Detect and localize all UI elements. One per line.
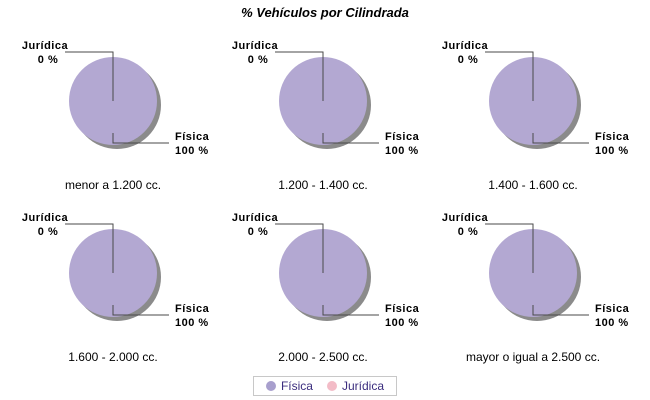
legend-item-juridica: Jurídica bbox=[326, 379, 385, 393]
juridica-label: Jurídica bbox=[442, 40, 489, 52]
juridica-value: 0 % bbox=[248, 226, 268, 238]
pie-cell-menor-1200: Jurídica 0 % Física 100 % menor a 1.200 … bbox=[8, 31, 218, 192]
legend-item-fisica: Física bbox=[265, 379, 313, 393]
pie-cell-mayor-2500: Jurídica 0 % Física 100 % mayor o igual … bbox=[428, 203, 638, 364]
leader-line-fisica bbox=[322, 133, 379, 144]
pie-cell-2000-2500: Jurídica 0 % Física 100 % 2.000 - 2.500 … bbox=[218, 203, 428, 364]
pie-grid: Jurídica 0 % Física 100 % menor a 1.200 … bbox=[0, 31, 650, 364]
leader-line-juridica bbox=[65, 223, 114, 273]
pie-chart: Jurídica 0 % Física 100 % bbox=[232, 212, 420, 329]
fisica-value: 100 % bbox=[385, 145, 419, 157]
fisica-label: Física bbox=[595, 303, 630, 315]
pie-cell-1600-2000: Jurídica 0 % Física 100 % 1.600 - 2.000 … bbox=[8, 203, 218, 364]
juridica-label: Jurídica bbox=[232, 212, 279, 224]
pie-chart: Jurídica 0 % Física 100 % bbox=[442, 212, 630, 329]
juridica-label: Jurídica bbox=[442, 212, 489, 224]
pie-chart: Jurídica 0 % Física 100 % bbox=[442, 40, 630, 157]
leader-line-juridica bbox=[275, 223, 324, 273]
leader-line-juridica bbox=[275, 51, 324, 101]
pie-category-label: 1.400 - 1.600 cc. bbox=[488, 178, 578, 192]
juridica-swatch-icon bbox=[326, 381, 337, 391]
leader-line-fisica bbox=[532, 133, 589, 144]
pie-category-label: 1.600 - 2.000 cc. bbox=[68, 350, 158, 364]
pie-chart: Jurídica 0 % Física 100 % bbox=[22, 40, 210, 157]
legend-label-fisica: Física bbox=[280, 379, 313, 393]
juridica-value: 0 % bbox=[458, 54, 478, 66]
juridica-value: 0 % bbox=[38, 226, 58, 238]
fisica-value: 100 % bbox=[175, 317, 209, 329]
pie-category-label: mayor o igual a 2.500 cc. bbox=[465, 350, 601, 364]
pie-cell-1400-1600: Jurídica 0 % Física 100 % 1.400 - 1.600 … bbox=[428, 31, 638, 192]
legend-box: Física Jurídica bbox=[252, 376, 398, 396]
juridica-value: 0 % bbox=[38, 54, 58, 66]
juridica-label: Jurídica bbox=[22, 212, 69, 224]
page-title: % Vehículos por Cilindrada bbox=[241, 5, 409, 20]
legend: Física Jurídica bbox=[0, 376, 650, 396]
leader-line-fisica bbox=[322, 305, 379, 316]
fisica-label: Física bbox=[595, 131, 630, 143]
fisica-label: Física bbox=[385, 131, 420, 143]
pie-category-label: 2.000 - 2.500 cc. bbox=[278, 350, 368, 364]
fisica-value: 100 % bbox=[175, 145, 209, 157]
juridica-value: 0 % bbox=[248, 54, 268, 66]
juridica-label: Jurídica bbox=[22, 40, 69, 52]
leader-line-fisica bbox=[532, 305, 589, 316]
pie-cell-1200-1400: Jurídica 0 % Física 100 % 1.200 - 1.400 … bbox=[218, 31, 428, 192]
leader-line-juridica bbox=[65, 51, 114, 101]
fisica-value: 100 % bbox=[595, 145, 629, 157]
fisica-swatch-icon bbox=[265, 381, 276, 391]
pie-category-label: menor a 1.200 cc. bbox=[64, 178, 162, 192]
pie-chart: Jurídica 0 % Física 100 % bbox=[22, 212, 210, 329]
fisica-label: Física bbox=[175, 131, 210, 143]
juridica-value: 0 % bbox=[458, 226, 478, 238]
fisica-label: Física bbox=[175, 303, 210, 315]
leader-line-juridica bbox=[485, 51, 534, 101]
fisica-label: Física bbox=[385, 303, 420, 315]
fisica-value: 100 % bbox=[595, 317, 629, 329]
leader-line-fisica bbox=[112, 305, 169, 316]
pie-chart: Jurídica 0 % Física 100 % bbox=[232, 40, 420, 157]
pie-category-label: 1.200 - 1.400 cc. bbox=[278, 178, 368, 192]
legend-label-juridica: Jurídica bbox=[341, 379, 385, 393]
juridica-label: Jurídica bbox=[232, 40, 279, 52]
fisica-value: 100 % bbox=[385, 317, 419, 329]
leader-line-juridica bbox=[485, 223, 534, 273]
leader-line-fisica bbox=[112, 133, 169, 144]
